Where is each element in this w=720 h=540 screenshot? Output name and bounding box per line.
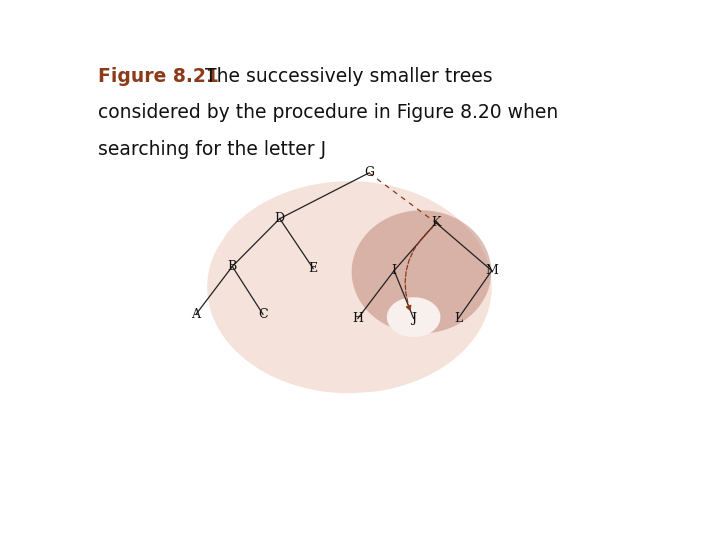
Text: M: M (485, 264, 498, 277)
Text: Figure 8.21: Figure 8.21 (99, 67, 219, 86)
Text: D: D (274, 212, 285, 225)
Text: searching for the letter J: searching for the letter J (99, 140, 326, 159)
Text: G: G (364, 166, 374, 179)
Text: I: I (392, 264, 397, 277)
Text: considered by the procedure in Figure 8.20 when: considered by the procedure in Figure 8.… (99, 103, 559, 122)
Text: The successively smaller trees: The successively smaller trees (199, 67, 492, 86)
Polygon shape (387, 297, 441, 337)
Text: H: H (352, 312, 364, 325)
Text: B: B (228, 260, 237, 273)
Polygon shape (207, 181, 492, 393)
Polygon shape (351, 211, 491, 333)
Text: J: J (411, 312, 416, 325)
Text: K: K (431, 217, 441, 230)
Text: C: C (258, 308, 268, 321)
Text: A: A (192, 308, 200, 321)
Text: L: L (454, 312, 462, 325)
Text: E: E (309, 262, 318, 275)
